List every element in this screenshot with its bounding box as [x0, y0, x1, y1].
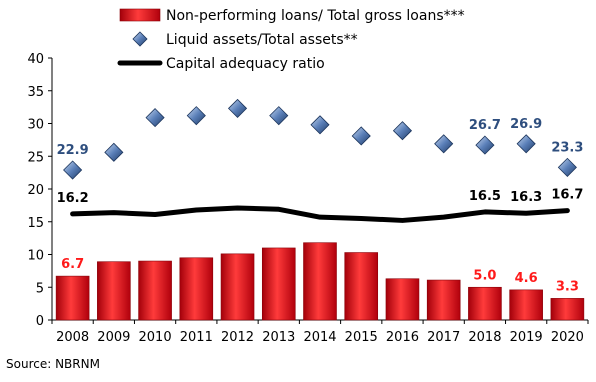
label-npl-2008: 6.7	[61, 257, 84, 272]
point-liquid-assets-2019	[516, 134, 536, 154]
label-npl-2020: 3.3	[556, 279, 579, 294]
point-liquid-assets-2017	[434, 134, 454, 154]
label-capital-adequacy-2008: 16.2	[57, 191, 89, 206]
point-liquid-assets-2010	[145, 108, 165, 128]
label-liquid-assets-2019: 26.9	[510, 117, 542, 132]
point-liquid-assets-2011	[186, 106, 206, 126]
label-npl-2019: 4.6	[515, 271, 538, 286]
bar-npl-2009	[97, 261, 131, 321]
point-liquid-assets-2014	[310, 115, 330, 135]
y-tick-label: 0	[36, 314, 44, 329]
point-liquid-assets-2012	[227, 98, 248, 119]
label-npl-2018: 5.0	[473, 268, 496, 283]
x-tick-label: 2018	[468, 330, 501, 345]
x-tick-label: 2011	[180, 330, 213, 345]
legend-label-npl: Non-performing loans/ Total gross loans*…	[166, 8, 465, 24]
x-tick-label: 2020	[551, 330, 584, 345]
bar-npl-2018	[468, 286, 502, 321]
point-liquid-assets-2015	[351, 126, 371, 146]
bar-npl-2010	[138, 260, 172, 321]
bar-npl-2019	[509, 289, 543, 321]
y-tick-label: 40	[27, 52, 44, 67]
x-tick-label: 2010	[139, 330, 172, 345]
x-tick-label: 2008	[56, 330, 89, 345]
label-capital-adequacy-2018: 16.5	[469, 189, 501, 204]
point-liquid-assets-2016	[392, 121, 413, 141]
x-tick-label: 2019	[510, 330, 543, 345]
bar-npl-2016	[385, 278, 420, 321]
x-tick-label: 2014	[303, 330, 336, 345]
legend-label-capital-adequacy: Capital adequacy ratio	[166, 56, 325, 72]
y-tick-label: 25	[27, 150, 44, 165]
point-liquid-assets-2018	[475, 135, 495, 155]
y-tick-label: 30	[27, 118, 44, 133]
bar-npl-2012	[220, 253, 255, 321]
source-note: Source: NBRNM	[6, 357, 100, 371]
x-tick-label: 2009	[97, 330, 130, 345]
bar-npl-2014	[303, 242, 337, 321]
legend-swatch-npl	[119, 8, 161, 22]
label-capital-adequacy-2019: 16.3	[510, 190, 542, 205]
x-tick-label: 2013	[262, 330, 295, 345]
point-liquid-assets-2013	[269, 106, 289, 126]
bar-npl-2020	[550, 298, 585, 321]
line-capital-adequacy	[70, 205, 570, 223]
y-tick-label: 10	[27, 249, 44, 264]
label-liquid-assets-2008: 22.9	[57, 143, 89, 158]
x-tick-label: 2012	[221, 330, 254, 345]
label-liquid-assets-2020: 23.3	[551, 140, 583, 155]
point-liquid-assets-2020	[557, 157, 577, 177]
legend-swatch-liquid-assets	[132, 31, 148, 47]
y-tick-label: 5	[36, 281, 44, 296]
bar-npl-2011	[179, 257, 214, 321]
label-capital-adequacy-2020: 16.7	[551, 188, 583, 203]
y-tick-label: 15	[27, 216, 44, 231]
point-liquid-assets-2008	[63, 160, 83, 180]
y-tick-label: 35	[27, 85, 44, 100]
x-tick-label: 2016	[386, 330, 419, 345]
legend-label-liquid-assets: Liquid assets/Total assets**	[166, 32, 358, 48]
bar-npl-2008	[55, 275, 90, 321]
point-liquid-assets-2009	[104, 142, 124, 162]
x-tick-label: 2015	[345, 330, 378, 345]
x-tick-label: 2017	[427, 330, 460, 345]
bar-npl-2013	[261, 247, 296, 321]
label-liquid-assets-2018: 26.7	[469, 118, 501, 133]
bar-npl-2015	[344, 252, 379, 321]
bar-npl-2017	[426, 279, 461, 321]
y-tick-label: 20	[27, 183, 44, 198]
